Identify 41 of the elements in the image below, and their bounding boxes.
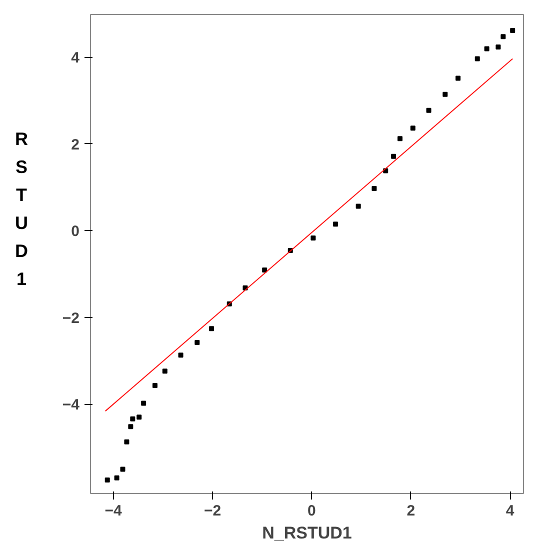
point: [510, 28, 516, 34]
point: [209, 326, 214, 332]
point: [500, 34, 506, 40]
point: [442, 92, 448, 97]
y-tick-label: 4: [71, 50, 80, 67]
point: [136, 414, 142, 420]
x-tick-label: −4: [104, 502, 123, 520]
point: [310, 235, 316, 240]
point: [456, 76, 461, 81]
y-tick-label: 2: [71, 136, 80, 154]
x-tick-label: 2: [406, 502, 416, 520]
point: [128, 424, 134, 430]
point: [124, 439, 130, 444]
point: [178, 352, 184, 358]
point: [104, 478, 110, 483]
point: [120, 466, 126, 472]
point: [194, 340, 200, 346]
point: [141, 400, 146, 406]
point: [152, 382, 158, 388]
x-tick-label: −2: [204, 502, 222, 520]
point: [162, 368, 168, 374]
point: [262, 268, 268, 273]
y-axis-title: RSTUD1: [15, 128, 28, 291]
point: [333, 222, 338, 227]
y-tick-label: −2: [62, 310, 80, 327]
point: [391, 154, 396, 159]
x-tick-label: 4: [506, 502, 515, 520]
point: [398, 136, 402, 142]
point: [356, 204, 361, 209]
point: [372, 186, 377, 191]
point: [474, 56, 480, 62]
y-tick-label: 0: [71, 223, 80, 240]
y-tick-label: −4: [62, 396, 80, 414]
x-tick-label: 0: [308, 502, 316, 520]
point: [496, 44, 501, 50]
x-axis-title: N_RSTUD1: [262, 524, 352, 542]
point: [410, 126, 416, 131]
point: [114, 475, 120, 480]
point: [484, 46, 490, 52]
point: [130, 416, 136, 422]
point: [426, 108, 432, 113]
